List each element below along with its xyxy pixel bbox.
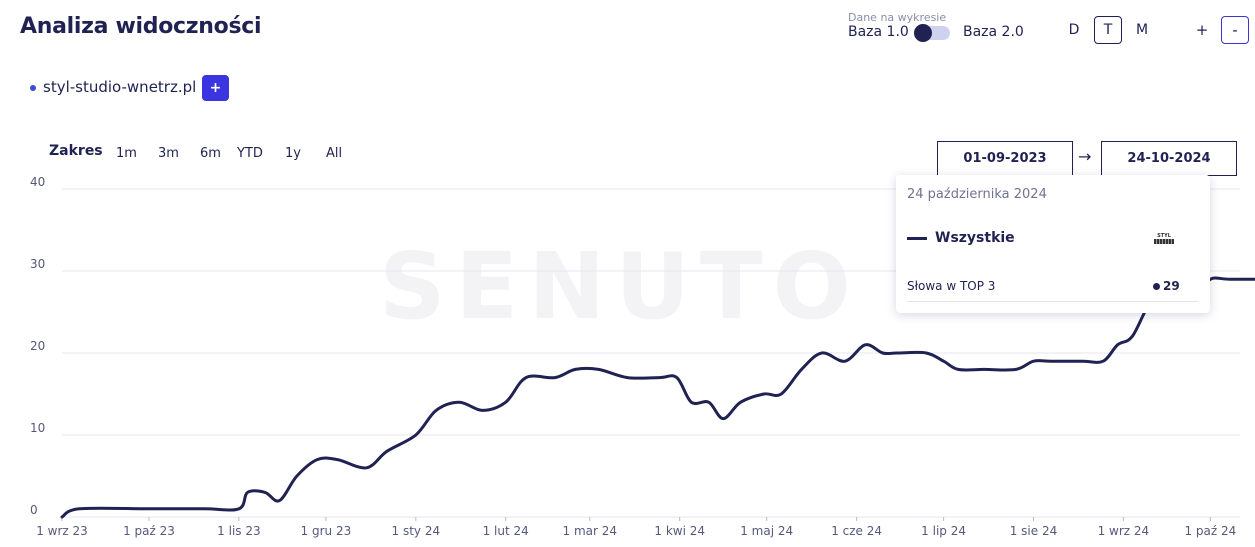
date-arrow-icon: →: [1078, 147, 1092, 166]
series-line-icon: [907, 237, 927, 240]
tooltip-metric-value: 29: [1163, 279, 1180, 293]
chart-tooltip: 24 października 2024 Wszystkie STYL Słow…: [896, 175, 1210, 313]
y-tick-label: 20: [30, 339, 45, 353]
site-logo-bar: [1154, 239, 1174, 244]
x-tick-label: 1 maj 24: [740, 524, 793, 538]
x-tick-label: 1 sie 24: [1010, 524, 1058, 538]
x-tick-label: 1 gru 23: [301, 524, 352, 538]
range-1y-button[interactable]: 1y: [285, 146, 301, 161]
x-tick-label: 1 wrz 24: [1098, 524, 1150, 538]
domain-label: styl-studio-wnetrz.pl: [43, 78, 197, 96]
tooltip-divider: [907, 301, 1198, 302]
y-tick-label: 0: [30, 503, 38, 517]
tooltip-series-dot-icon: [1153, 283, 1160, 290]
base-1-label: Baza 1.0: [848, 24, 909, 40]
range-ytd-button[interactable]: YTD: [237, 146, 263, 161]
base-2-label: Baza 2.0: [963, 24, 1024, 40]
range-6m-button[interactable]: 6m: [200, 146, 221, 161]
base-caption: Dane na wykresie: [848, 11, 947, 24]
tooltip-series-name: Wszystkie: [935, 230, 1015, 246]
page-title: Analiza widoczności: [20, 14, 262, 39]
range-all-button[interactable]: All: [326, 146, 343, 161]
watermark-text: SENUTO: [379, 233, 861, 340]
y-tick-label: 10: [30, 421, 45, 435]
date-from-input[interactable]: 01-09-2023: [937, 141, 1073, 176]
range-3m-button[interactable]: 3m: [158, 146, 179, 161]
site-logo-icon: STYL: [1154, 233, 1174, 245]
tooltip-metric-label: Słowa w TOP 3: [907, 279, 996, 293]
period-day-button[interactable]: D: [1068, 22, 1080, 38]
series-line: [60, 276, 1255, 519]
zoom-out-button[interactable]: -: [1221, 16, 1249, 44]
domain-dot-icon: [30, 85, 36, 91]
x-tick-label: 1 paź 24: [1184, 524, 1236, 538]
x-tick-label: 1 lis 23: [217, 524, 260, 538]
y-tick-label: 40: [30, 175, 45, 189]
zoom-in-button[interactable]: +: [1195, 21, 1209, 39]
x-tick-label: 1 cze 24: [831, 524, 882, 538]
y-tick-label: 30: [30, 257, 45, 271]
tooltip-date: 24 października 2024: [907, 187, 1047, 202]
base-toggle[interactable]: [914, 24, 950, 42]
x-tick-label: 1 mar 24: [563, 524, 618, 538]
toggle-knob: [914, 24, 932, 42]
range-label: Zakres: [49, 143, 103, 159]
x-tick-label: 1 lut 24: [483, 524, 529, 538]
period-week-button[interactable]: T: [1094, 16, 1122, 44]
site-logo-text: STYL: [1157, 233, 1171, 239]
x-tick-label: 1 sty 24: [392, 524, 441, 538]
add-domain-button[interactable]: +: [202, 75, 229, 101]
period-month-button[interactable]: M: [1135, 22, 1149, 38]
x-tick-label: 1 paź 23: [123, 524, 175, 538]
date-to-input[interactable]: 24-10-2024: [1101, 141, 1237, 176]
x-tick-label: 1 wrz 23: [36, 524, 88, 538]
x-tick-label: 1 lip 24: [921, 524, 966, 538]
range-1m-button[interactable]: 1m: [116, 146, 137, 161]
x-tick-label: 1 kwi 24: [654, 524, 705, 538]
